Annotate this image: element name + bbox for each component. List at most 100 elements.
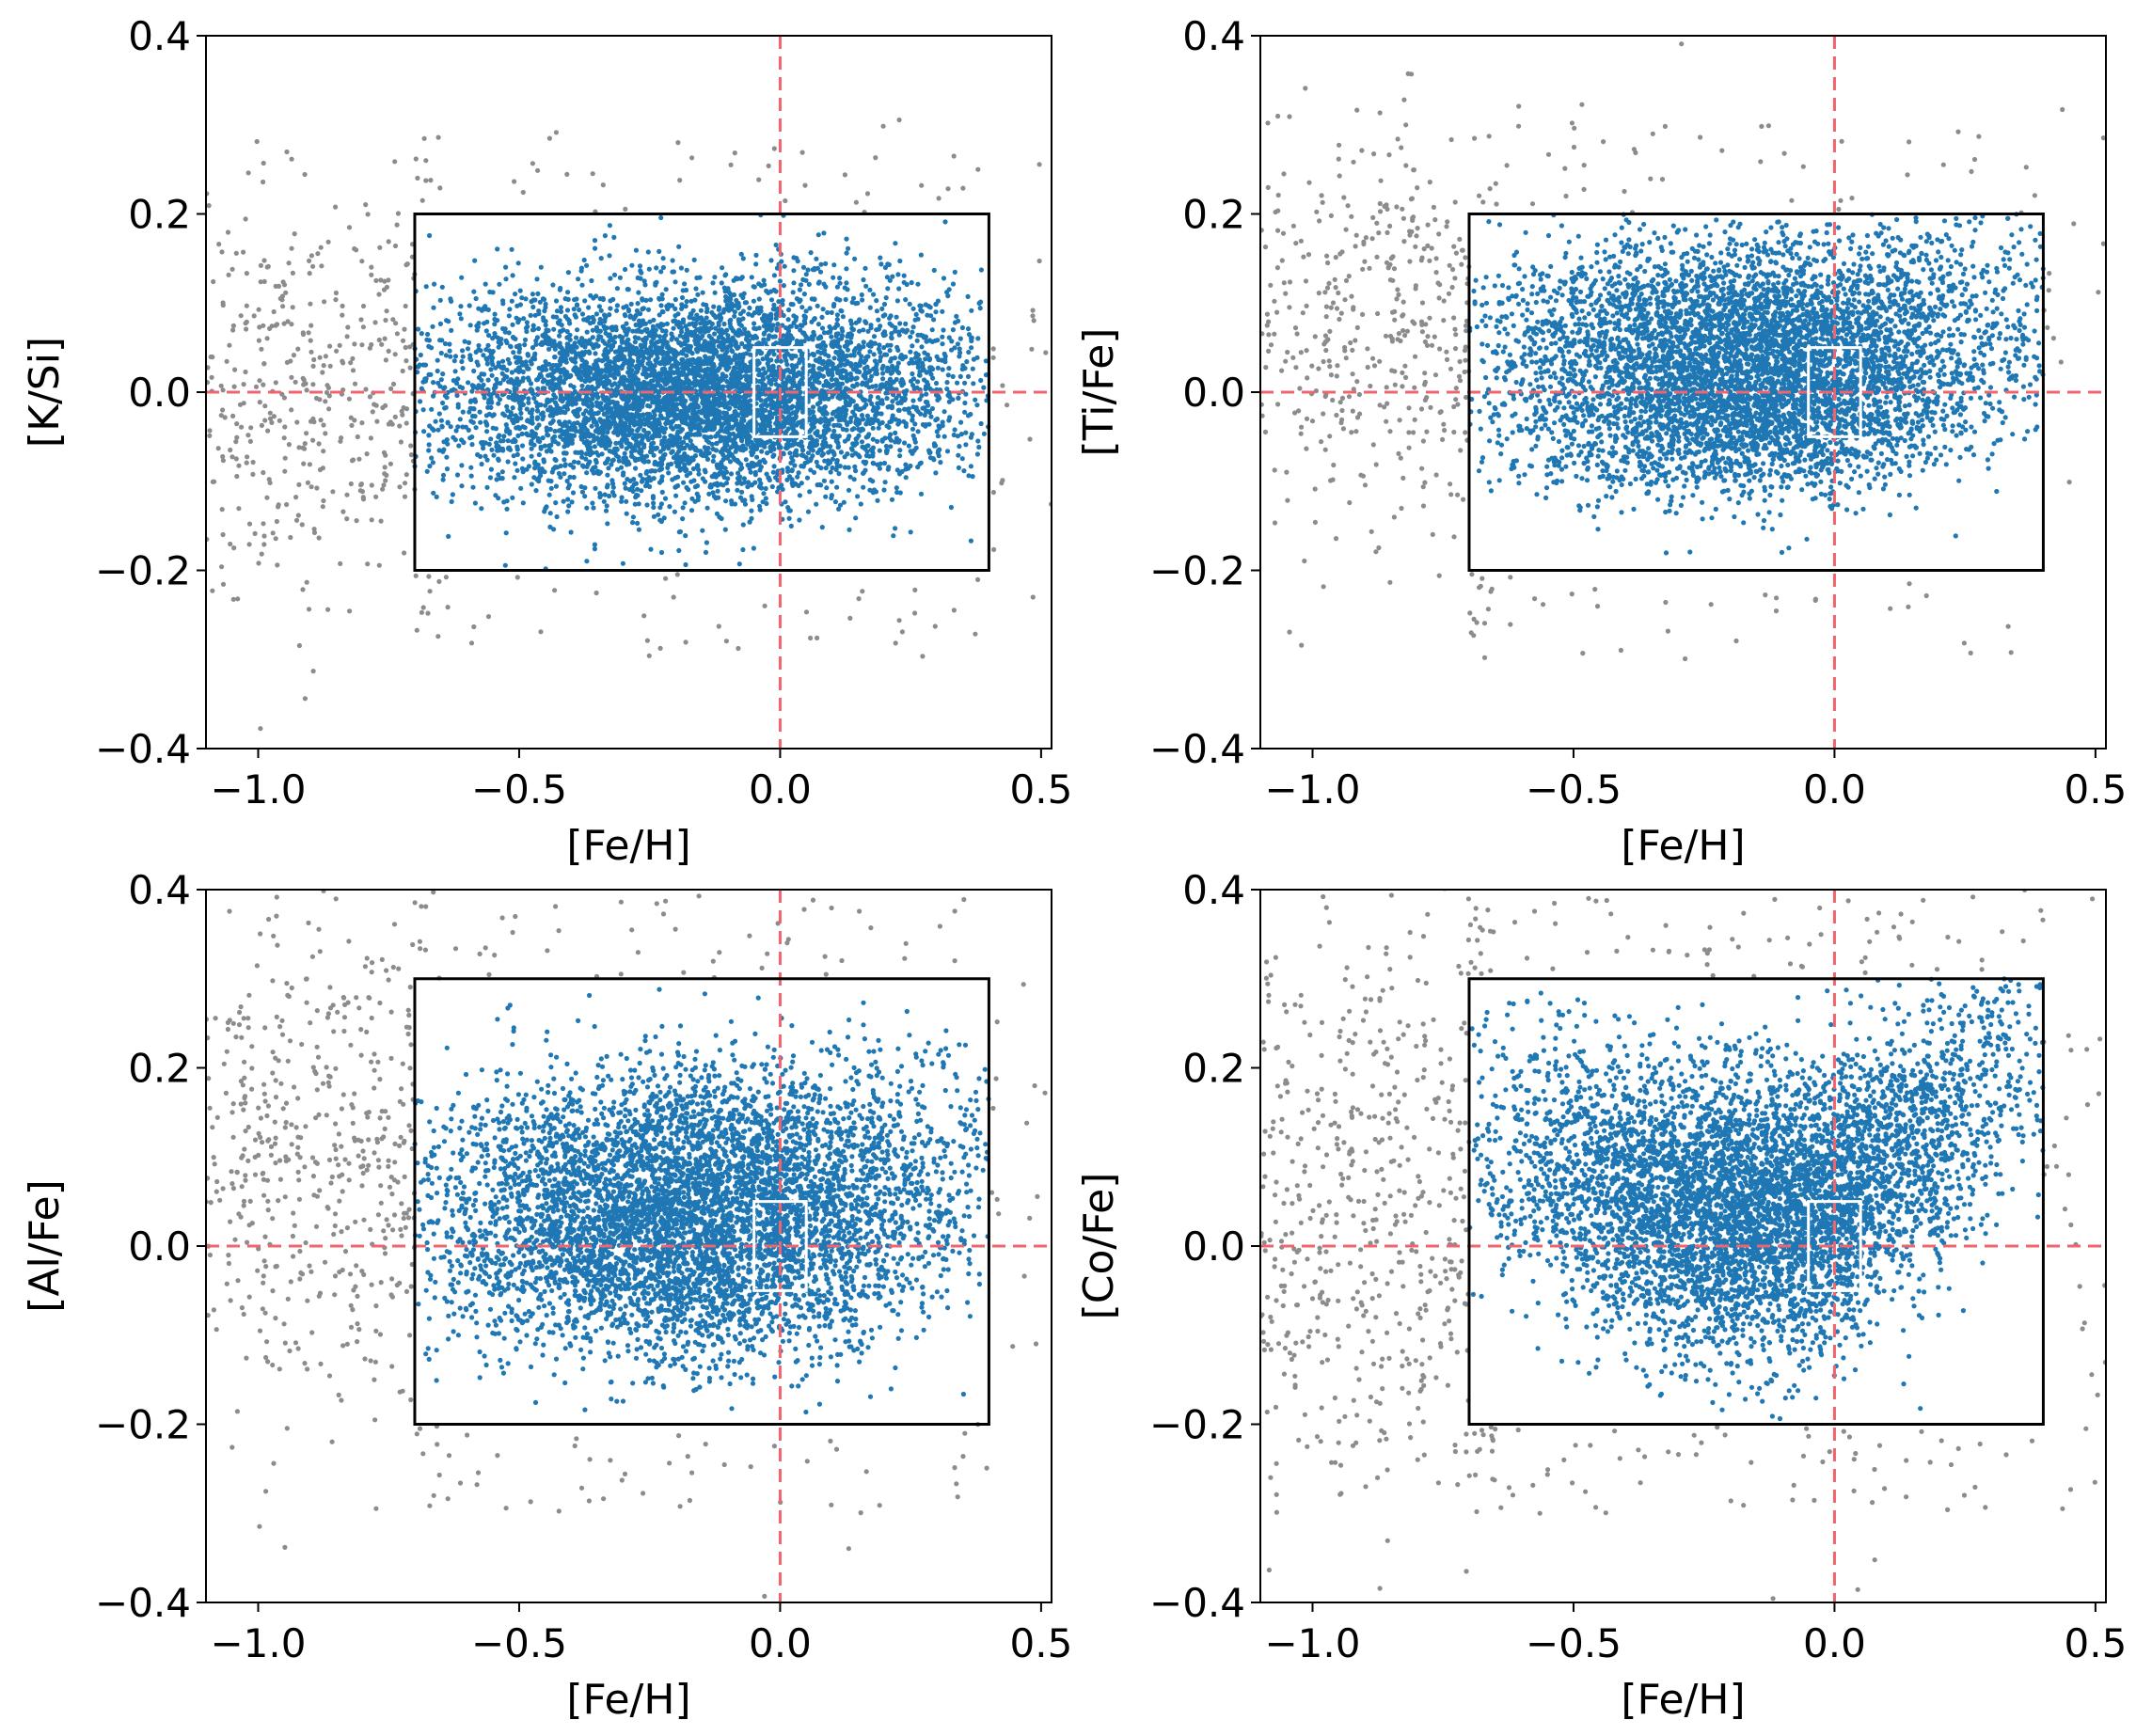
rejected-point: [222, 415, 228, 420]
selected-point: [853, 320, 859, 325]
rejected-point: [802, 182, 808, 188]
rejected-point: [277, 418, 282, 423]
selected-point: [859, 439, 865, 445]
rejected-point: [348, 415, 354, 420]
rejected-point: [310, 363, 316, 369]
rejected-point: [1036, 162, 1042, 167]
selected-point: [541, 457, 546, 463]
selected-point: [484, 319, 490, 324]
selected-point: [688, 298, 694, 304]
rejected-point: [381, 287, 388, 292]
rejected-point: [230, 323, 236, 328]
selected-point: [870, 445, 877, 450]
selected-point: [887, 419, 893, 425]
selected-point: [593, 311, 600, 317]
selected-point: [915, 352, 921, 357]
selected-point: [890, 399, 895, 404]
selected-point: [522, 337, 529, 342]
selected-point: [514, 376, 520, 382]
selected-point: [904, 387, 910, 394]
selected-point: [602, 312, 608, 318]
selected-point: [890, 274, 895, 279]
selected-point: [562, 457, 567, 463]
selected-point: [570, 391, 576, 397]
selected-point: [844, 236, 849, 242]
rejected-point: [289, 322, 294, 327]
rejected-point: [340, 509, 346, 514]
selected-point: [712, 275, 718, 280]
selected-point: [666, 470, 672, 476]
selected-point: [528, 312, 533, 318]
selected-point: [741, 476, 748, 481]
selected-point: [965, 326, 972, 332]
selected-point: [822, 435, 828, 441]
selected-point: [842, 454, 847, 460]
rejected-point: [677, 178, 683, 183]
rejected-point: [309, 323, 314, 328]
selected-point: [908, 529, 913, 535]
rejected-point: [310, 669, 316, 674]
selected-point: [731, 328, 736, 334]
selected-point: [426, 442, 432, 448]
rejected-point: [520, 189, 526, 196]
selected-point: [562, 462, 568, 467]
selected-point: [511, 453, 516, 459]
selected-point: [867, 377, 874, 383]
selected-point: [976, 444, 982, 450]
selected-point: [709, 441, 715, 447]
rejected-point: [230, 327, 236, 333]
rejected-point: [241, 249, 246, 255]
rejected-point: [256, 338, 261, 343]
selected-point: [910, 324, 916, 330]
selected-point: [593, 361, 599, 367]
rejected-point: [245, 170, 251, 176]
selected-point: [492, 322, 498, 327]
selected-point: [621, 360, 627, 367]
rejected-point: [899, 629, 906, 635]
selected-point: [842, 362, 847, 368]
rejected-point: [975, 576, 981, 583]
rejected-point: [215, 446, 221, 451]
rejected-point: [256, 307, 261, 312]
rejected-point: [538, 629, 544, 635]
selected-point: [878, 255, 883, 260]
selected-point: [533, 488, 539, 494]
rejected-point: [288, 358, 293, 364]
selected-point: [467, 323, 473, 328]
selected-point: [836, 506, 842, 512]
selected-point: [912, 317, 918, 323]
selected-point: [965, 293, 971, 299]
selected-point: [546, 433, 551, 438]
selected-point: [488, 466, 495, 472]
rejected-point: [407, 344, 413, 350]
selected-point: [763, 485, 768, 492]
rejected-point: [349, 422, 355, 428]
rejected-point: [320, 504, 325, 510]
selected-point: [757, 427, 763, 433]
selected-point: [611, 234, 617, 240]
rejected-point: [325, 239, 331, 245]
rejected-point: [307, 462, 312, 467]
rejected-point: [663, 576, 669, 581]
selected-point: [687, 393, 693, 399]
selected-point: [877, 342, 882, 348]
selected-point: [417, 362, 422, 368]
selected-point: [473, 295, 479, 302]
rejected-point: [225, 229, 231, 235]
selected-point: [503, 264, 509, 270]
selected-point: [682, 281, 688, 287]
rejected-point: [282, 424, 288, 430]
selected-point: [757, 507, 763, 513]
rejected-point: [311, 419, 317, 425]
selected-point: [816, 336, 822, 341]
selected-point: [966, 349, 972, 355]
rejected-point: [286, 260, 292, 266]
rejected-point: [564, 171, 570, 177]
rejected-point: [400, 368, 405, 374]
rejected-point: [380, 404, 386, 411]
selected-point: [430, 460, 435, 466]
selected-point: [544, 327, 549, 333]
selected-point: [569, 499, 575, 505]
selected-point: [637, 263, 643, 269]
selected-point: [844, 250, 849, 256]
